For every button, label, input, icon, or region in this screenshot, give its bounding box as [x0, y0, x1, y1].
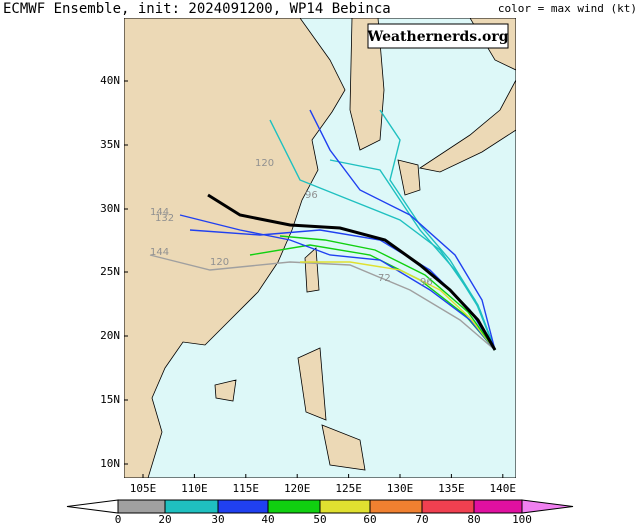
colorbar-label: 50 [313, 513, 326, 526]
colorbar-segment [369, 499, 423, 514]
colorbar-segment [164, 499, 219, 514]
lon-label: 115E [233, 482, 260, 495]
lon-label: 105E [130, 482, 157, 495]
colorbar-segment [421, 499, 475, 514]
colorbar-label: 30 [211, 513, 224, 526]
track-label: 96 [305, 190, 318, 201]
colorbar-label: 20 [158, 513, 171, 526]
colorbar-segment [217, 499, 269, 514]
lat-label: 10N [100, 457, 120, 470]
lat-label: 20N [100, 329, 120, 342]
lat-label: 40N [100, 74, 120, 87]
legend-note: color = max wind (kt) [498, 2, 637, 15]
lat-label: 25N [100, 265, 120, 278]
colorbar-label: 40 [261, 513, 274, 526]
watermark: Weathernerds.org [367, 29, 509, 45]
colorbar-high [521, 499, 574, 514]
track-label: 96 [420, 277, 433, 288]
colorbar-label: 70 [415, 513, 428, 526]
lon-label: 130E [387, 482, 414, 495]
colorbar-label: 0 [115, 513, 122, 526]
lon-label: 125E [335, 482, 362, 495]
title: ECMWF Ensemble, init: 2024091200, WP14 B… [3, 1, 391, 17]
lon-label: 120E [284, 482, 311, 495]
colorbar-segment [473, 499, 523, 514]
watermark-box [367, 23, 509, 49]
lat-label: 30N [100, 202, 120, 215]
lat-label: 15N [100, 393, 120, 406]
colorbar-low [66, 499, 119, 514]
colorbar-segment [319, 499, 371, 514]
mean-track [207, 193, 497, 351]
lat-label: 35N [100, 138, 120, 151]
colorbar-label: 100 [512, 513, 532, 526]
track-label: 144 [150, 247, 169, 258]
track-label: 120 [210, 257, 229, 268]
track-label: 132 [155, 213, 174, 224]
lon-label: 135E [438, 482, 465, 495]
colorbar-label: 80 [467, 513, 480, 526]
track-label: 72 [378, 273, 391, 284]
track-label: 120 [255, 158, 274, 169]
track-label: 144 [150, 207, 169, 218]
colorbar-segment [267, 499, 321, 514]
lon-label: 110E [181, 482, 208, 495]
colorbar-label: 60 [363, 513, 376, 526]
colorbar-segment [117, 499, 166, 514]
lon-label: 140E [490, 482, 517, 495]
ensemble-tracks [149, 109, 496, 351]
